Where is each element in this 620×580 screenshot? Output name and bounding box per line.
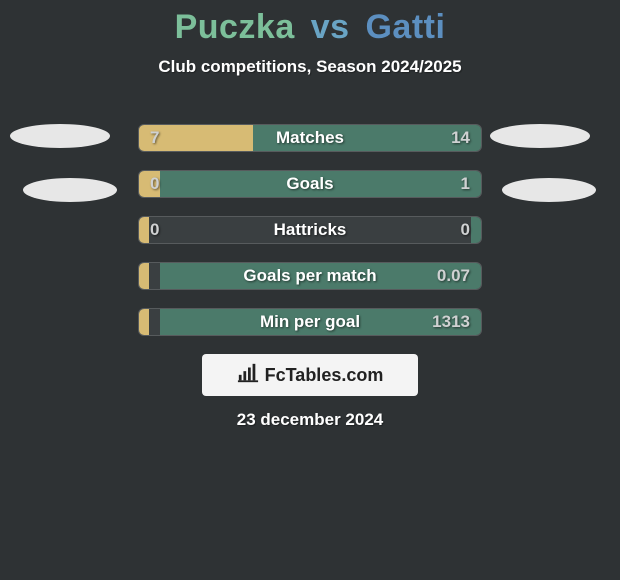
title-player1: Puczka: [175, 8, 295, 46]
stat-row: Hattricks00: [0, 216, 620, 262]
subtitle: Club competitions, Season 2024/2025: [0, 57, 620, 77]
stat-bar-left: [139, 125, 253, 151]
stat-bar-left: [139, 309, 149, 335]
stat-bar-track: [138, 308, 482, 336]
stat-bar-right: [253, 125, 481, 151]
player-avatar-placeholder: [23, 178, 117, 202]
stat-bar-right: [160, 309, 481, 335]
player-avatar-placeholder: [502, 178, 596, 202]
attribution-badge: FcTables.com: [202, 354, 418, 396]
stat-bar-track: [138, 216, 482, 244]
bar-chart-icon: [237, 362, 259, 389]
stat-row: Goals per match0.07: [0, 262, 620, 308]
attribution-text: FcTables.com: [265, 365, 384, 386]
stat-bar-left: [139, 217, 149, 243]
stat-bar-track: [138, 170, 482, 198]
player-avatar-placeholder: [10, 124, 110, 148]
title-vs: vs: [311, 8, 350, 46]
stat-row: Min per goal1313: [0, 308, 620, 354]
stat-bar-track: [138, 124, 482, 152]
player-avatar-placeholder: [490, 124, 590, 148]
stat-bar-track: [138, 262, 482, 290]
title-player2: Gatti: [365, 8, 445, 46]
date-label: 23 december 2024: [0, 410, 620, 430]
stat-bar-right: [471, 217, 481, 243]
stat-bar-left: [139, 263, 149, 289]
comparison-infographic: Puczka vs Gatti Club competitions, Seaso…: [0, 0, 620, 580]
stat-bar-right: [160, 171, 481, 197]
stat-bar-left: [139, 171, 160, 197]
stats-rows: Matches714Goals01Hattricks00Goals per ma…: [0, 124, 620, 354]
stat-bar-right: [160, 263, 481, 289]
page-title: Puczka vs Gatti: [0, 0, 620, 47]
